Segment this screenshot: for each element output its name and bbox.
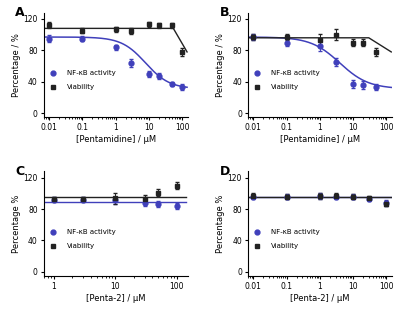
Text: NF-κB activity: NF-κB activity (271, 70, 320, 76)
X-axis label: [Penta-2] / μM: [Penta-2] / μM (86, 294, 146, 303)
X-axis label: [Pentamidine] / μM: [Pentamidine] / μM (76, 135, 156, 144)
X-axis label: [Penta-2] / μM: [Penta-2] / μM (290, 294, 350, 303)
Text: Viability: Viability (67, 84, 95, 90)
Text: B: B (220, 6, 229, 19)
Text: Viability: Viability (271, 84, 299, 90)
Text: NF-κB activity: NF-κB activity (67, 70, 116, 76)
Y-axis label: Percentage / %: Percentage / % (216, 33, 225, 97)
Text: NF-κB activity: NF-κB activity (271, 229, 320, 235)
Text: NF-κB activity: NF-κB activity (67, 229, 116, 235)
Y-axis label: Percentage %: Percentage % (12, 194, 20, 253)
Text: A: A (15, 6, 25, 19)
Text: Viability: Viability (67, 243, 95, 249)
Y-axis label: Percentage / %: Percentage / % (12, 33, 20, 97)
Text: C: C (15, 165, 24, 178)
Text: Viability: Viability (271, 243, 299, 249)
Y-axis label: Percentage %: Percentage % (216, 194, 225, 253)
Text: D: D (220, 165, 230, 178)
X-axis label: [Pentamidine] / μM: [Pentamidine] / μM (280, 135, 360, 144)
